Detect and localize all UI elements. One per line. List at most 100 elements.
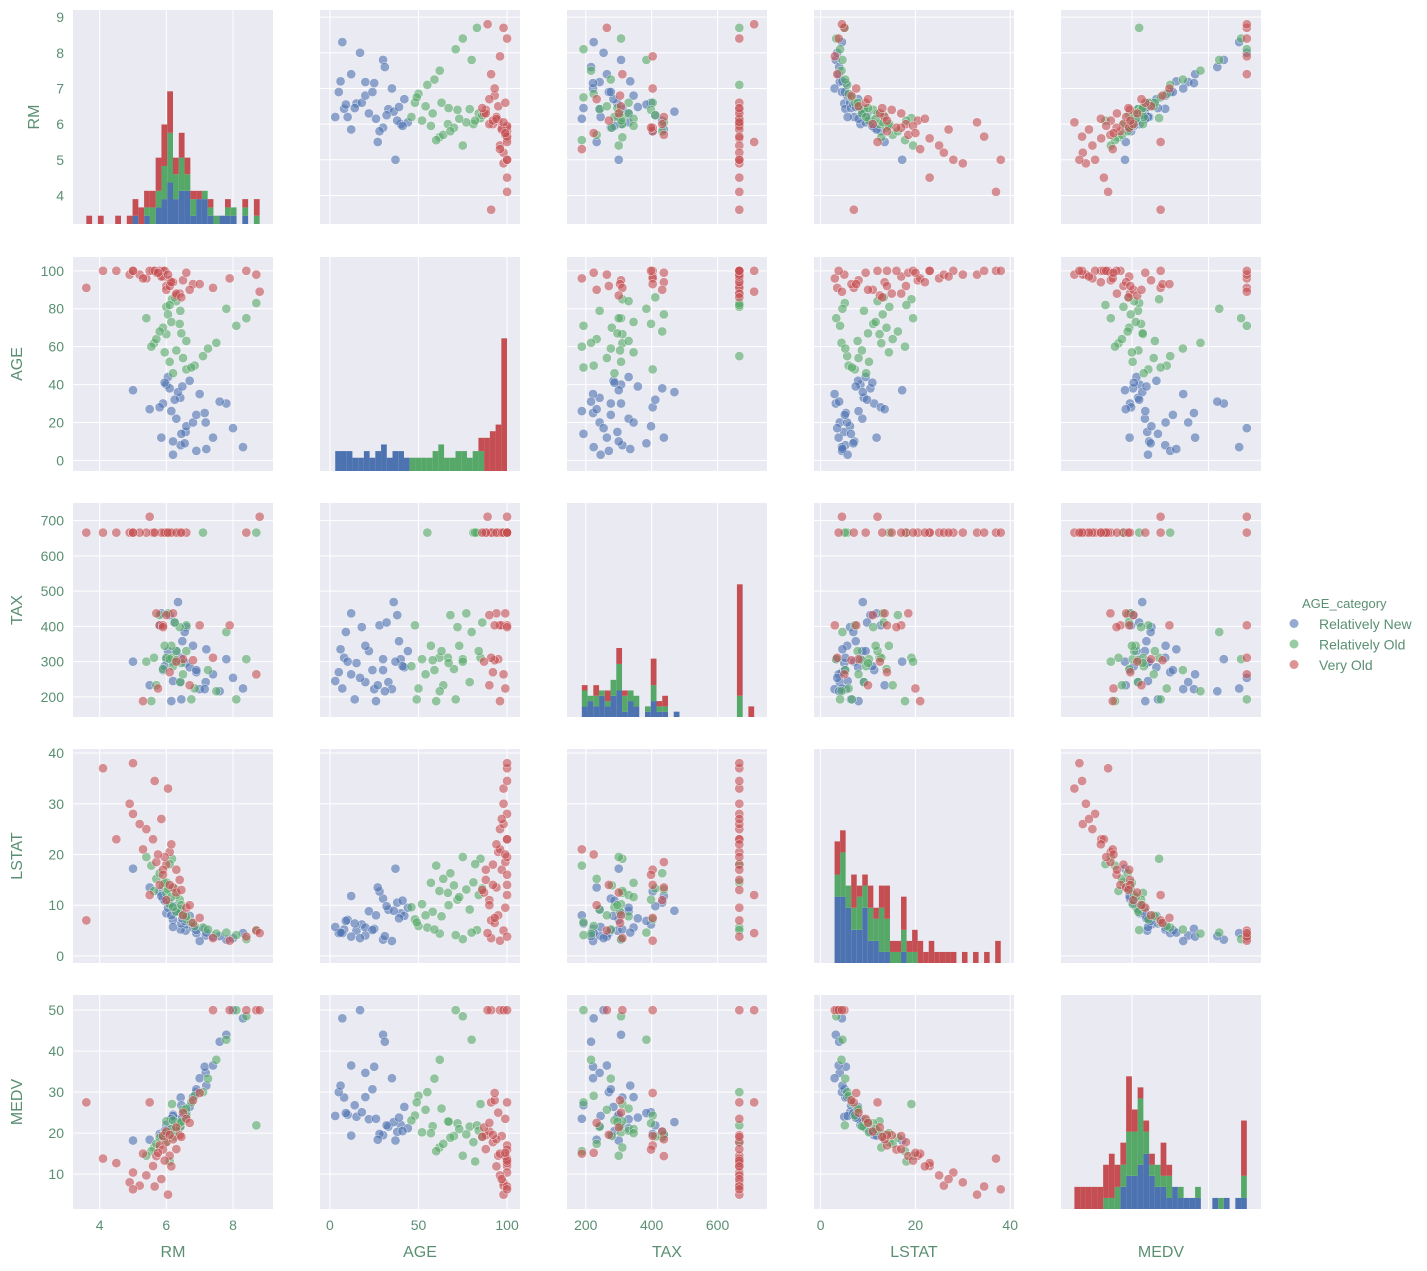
data-point-very-old bbox=[502, 869, 512, 880]
histogram-bar-relatively-old bbox=[1120, 1164, 1127, 1187]
data-point-relatively-old bbox=[1214, 627, 1225, 637]
legend-entry: Very Old bbox=[1319, 657, 1373, 673]
data-point-relatively-new bbox=[337, 683, 348, 694]
data-point-relatively-new bbox=[128, 1135, 138, 1146]
data-point-relatively-old bbox=[443, 103, 454, 113]
data-point-very-old bbox=[208, 933, 218, 943]
data-point-relatively-old bbox=[452, 105, 463, 115]
data-point-relatively-old bbox=[211, 338, 222, 348]
data-point-very-old bbox=[502, 880, 512, 890]
data-point-very-old bbox=[891, 266, 902, 276]
data-point-very-old bbox=[241, 931, 252, 942]
data-point-relatively-old bbox=[443, 658, 454, 668]
data-point-relatively-new bbox=[346, 891, 356, 901]
data-point-very-old bbox=[577, 1148, 587, 1159]
histogram-bar-relatively-old bbox=[253, 215, 260, 224]
data-point-relatively-old bbox=[1127, 347, 1137, 358]
data-point-relatively-old bbox=[612, 328, 623, 339]
data-point-very-old bbox=[176, 1132, 187, 1142]
data-point-relatively-new bbox=[588, 37, 599, 47]
histogram-bar-very-old bbox=[873, 907, 879, 919]
data-point-very-old bbox=[588, 128, 599, 138]
data-point-relatively-old bbox=[578, 1005, 589, 1015]
histogram-bar-relatively-old bbox=[581, 690, 588, 707]
data-point-relatively-new bbox=[650, 394, 661, 405]
data-point-relatively-old bbox=[251, 527, 262, 538]
data-point-relatively-old bbox=[588, 1091, 599, 1101]
data-point-relatively-new bbox=[623, 372, 634, 382]
data-point-very-old bbox=[224, 273, 235, 284]
data-point-very-old bbox=[184, 900, 195, 910]
data-point-relatively-old bbox=[417, 899, 427, 909]
data-point-very-old bbox=[1155, 527, 1166, 538]
data-point-relatively-new bbox=[201, 644, 212, 655]
data-point-relatively-old bbox=[893, 326, 903, 337]
data-point-relatively-new bbox=[372, 882, 383, 893]
histogram-bar-relatively-old bbox=[444, 457, 450, 471]
data-point-relatively-new bbox=[346, 1130, 356, 1141]
panel-rm-vs-tax bbox=[567, 10, 767, 224]
data-point-relatively-old bbox=[1154, 294, 1164, 305]
data-point-very-old bbox=[896, 108, 907, 119]
data-point-very-old bbox=[194, 620, 205, 631]
data-point-relatively-old bbox=[434, 1054, 445, 1065]
data-point-very-old bbox=[1084, 271, 1094, 282]
histogram-bar-relatively-new bbox=[358, 457, 364, 471]
y-tick-label: 60 bbox=[48, 339, 64, 355]
data-point-relatively-new bbox=[591, 404, 602, 415]
data-point-relatively-old bbox=[411, 1097, 422, 1108]
x-tick-label: 0 bbox=[817, 1217, 825, 1233]
data-point-very-old bbox=[1090, 154, 1100, 165]
data-point-very-old bbox=[502, 527, 512, 538]
data-point-very-old bbox=[481, 1144, 491, 1154]
data-point-relatively-old bbox=[473, 646, 484, 656]
data-point-very-old bbox=[164, 667, 175, 678]
data-point-very-old bbox=[830, 273, 840, 284]
data-point-relatively-old bbox=[406, 902, 417, 913]
data-point-relatively-old bbox=[578, 321, 589, 331]
histogram-bar-relatively-new bbox=[335, 451, 341, 471]
data-point-relatively-old bbox=[1236, 313, 1246, 324]
data-point-very-old bbox=[910, 128, 921, 138]
panel-lstat-vs-rm bbox=[73, 749, 273, 963]
data-point-very-old bbox=[749, 1005, 759, 1015]
data-point-relatively-old bbox=[578, 362, 589, 373]
histogram-bar-very-old bbox=[834, 841, 841, 875]
data-point-very-old bbox=[148, 1161, 158, 1171]
data-point-very-old bbox=[849, 527, 859, 538]
y-tick-label: 30 bbox=[48, 1084, 64, 1100]
data-point-relatively-new bbox=[833, 432, 844, 443]
data-point-very-old bbox=[734, 776, 745, 786]
data-point-very-old bbox=[144, 890, 155, 900]
data-point-relatively-new bbox=[1171, 444, 1182, 454]
data-point-relatively-old bbox=[606, 74, 616, 85]
histogram-bar-relatively-old bbox=[889, 951, 896, 963]
data-point-relatively-old bbox=[159, 347, 170, 358]
data-point-relatively-old bbox=[1136, 622, 1146, 632]
data-point-very-old bbox=[877, 292, 888, 303]
histogram-bar-very-old bbox=[895, 940, 902, 952]
histogram-bar-relatively-old bbox=[1241, 1175, 1247, 1198]
data-point-relatively-old bbox=[429, 924, 440, 935]
data-point-relatively-new bbox=[1168, 410, 1178, 420]
histogram-bar-very-old bbox=[1126, 1076, 1132, 1132]
data-point-relatively-new bbox=[646, 421, 656, 432]
data-point-very-old bbox=[188, 918, 198, 928]
histogram-bar-very-old bbox=[995, 940, 1001, 963]
data-point-relatively-old bbox=[641, 1034, 652, 1045]
data-point-relatively-new bbox=[1168, 665, 1178, 675]
data-point-very-old bbox=[1099, 172, 1109, 183]
histogram-bar-very-old bbox=[489, 431, 496, 471]
data-point-very-old bbox=[251, 669, 262, 680]
data-point-very-old bbox=[867, 119, 878, 129]
data-point-very-old bbox=[1242, 669, 1252, 680]
data-point-relatively-new bbox=[199, 1061, 210, 1072]
data-point-relatively-old bbox=[452, 622, 463, 632]
data-point-relatively-new bbox=[394, 913, 404, 924]
data-point-very-old bbox=[659, 1151, 669, 1161]
data-point-relatively-old bbox=[241, 654, 252, 664]
data-point-relatively-new bbox=[871, 432, 882, 443]
histogram-bar-relatively-old bbox=[178, 157, 185, 191]
data-point-relatively-new bbox=[602, 1060, 612, 1071]
data-point-very-old bbox=[1132, 887, 1143, 898]
